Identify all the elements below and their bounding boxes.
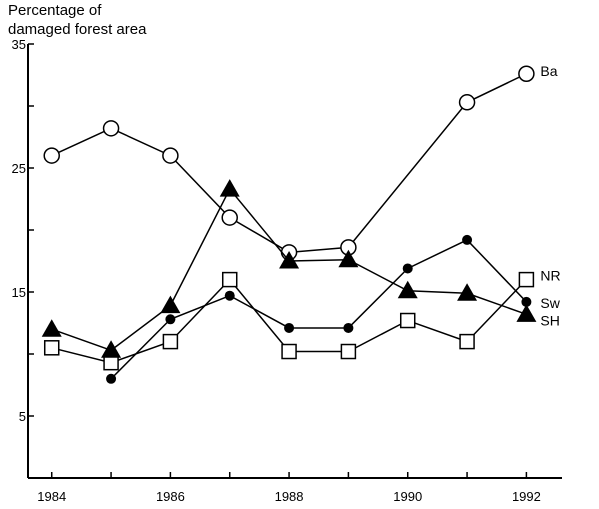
data-point [101,340,122,358]
data-point [343,322,354,333]
y-tick-label: 35 [12,37,26,52]
series-label-sh: SH [540,312,559,328]
y-tick-label: 15 [12,285,26,300]
data-point [462,234,473,245]
data-point [518,65,535,83]
y-axis-title-line-1: Percentage of [8,2,102,19]
data-point [221,271,238,288]
x-tick-label: 1988 [275,489,304,504]
series-line-ba [51,73,527,254]
series-sh: SH [41,179,560,358]
data-point [224,290,235,301]
data-point [106,373,117,384]
data-point [165,314,176,325]
data-point [41,319,62,337]
data-point [521,296,532,307]
series-line-sw [110,239,527,380]
data-point [402,263,413,274]
data-point [43,147,60,164]
series-label-nr: NR [540,268,560,284]
data-point [281,343,297,360]
data-point [221,209,238,226]
series-ba: Ba [43,63,558,261]
x-tick-label: 1992 [512,489,541,504]
data-point [338,249,359,268]
data-point [340,343,357,360]
data-point [516,304,537,322]
series-label-sw: Sw [540,295,560,311]
data-point [219,179,240,197]
x-tick-label: 1986 [156,489,185,504]
data-point [43,340,60,356]
series-sw: Sw [106,234,561,384]
data-point [458,94,476,111]
data-point [518,271,535,288]
axes: 5 15 25 35 1984 1986 1988 1990 1992 [12,37,562,504]
y-axis-title-line-2: damaged forest area [8,21,147,38]
data-point [162,147,179,164]
data-point [162,333,179,350]
y-tick-label: 25 [12,161,26,176]
data-point [459,333,475,350]
y-tick-label: 5 [19,409,26,424]
data-point [160,295,181,314]
data-point [284,322,295,333]
series-label-ba: Ba [540,63,557,79]
series-nr: NR [43,268,561,371]
x-tick-label: 1984 [37,489,66,504]
data-point [102,120,120,137]
data-point [457,283,478,301]
data-point [397,280,418,299]
data-point [279,251,300,269]
x-tick-label: 1990 [393,489,422,504]
data-point [399,312,416,329]
